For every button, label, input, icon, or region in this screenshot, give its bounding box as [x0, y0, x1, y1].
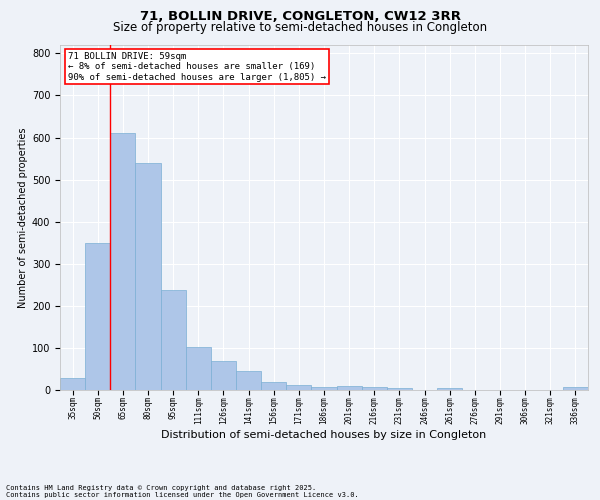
Bar: [563, 387, 588, 390]
Bar: [311, 386, 337, 390]
Bar: [186, 347, 211, 390]
Text: 71 BOLLIN DRIVE: 59sqm
← 8% of semi-detached houses are smaller (169)
90% of sem: 71 BOLLIN DRIVE: 59sqm ← 8% of semi-deta…: [68, 52, 326, 82]
Bar: [60, 378, 85, 390]
Bar: [136, 163, 161, 390]
Bar: [362, 386, 387, 390]
Y-axis label: Number of semi-detached properties: Number of semi-detached properties: [17, 127, 28, 308]
Bar: [286, 384, 311, 390]
Text: Contains HM Land Registry data © Crown copyright and database right 2025.: Contains HM Land Registry data © Crown c…: [6, 485, 316, 491]
Text: Contains public sector information licensed under the Open Government Licence v3: Contains public sector information licen…: [6, 492, 359, 498]
Bar: [211, 362, 236, 390]
Bar: [437, 388, 462, 390]
Bar: [387, 388, 412, 390]
Bar: [85, 242, 110, 390]
Bar: [261, 382, 286, 390]
Text: Size of property relative to semi-detached houses in Congleton: Size of property relative to semi-detach…: [113, 21, 487, 34]
Bar: [110, 134, 136, 390]
Bar: [337, 386, 362, 390]
Text: 71, BOLLIN DRIVE, CONGLETON, CW12 3RR: 71, BOLLIN DRIVE, CONGLETON, CW12 3RR: [139, 10, 461, 23]
Bar: [236, 370, 261, 390]
Bar: [161, 290, 186, 390]
X-axis label: Distribution of semi-detached houses by size in Congleton: Distribution of semi-detached houses by …: [161, 430, 487, 440]
